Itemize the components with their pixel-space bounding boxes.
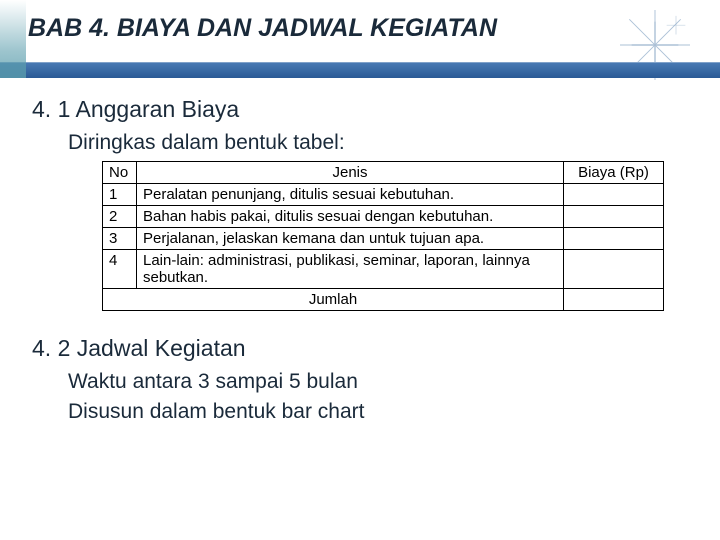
table-footer-row: Jumlah	[103, 289, 664, 311]
table-row: 3 Perjalanan, jelaskan kemana dan untuk …	[103, 228, 664, 250]
cell-jenis: Lain-lain: administrasi, publikasi, semi…	[137, 250, 564, 289]
table-row: 2 Bahan habis pakai, ditulis sesuai deng…	[103, 206, 664, 228]
header-left-accent	[0, 0, 26, 78]
cell-no: 3	[103, 228, 137, 250]
cell-no: 1	[103, 184, 137, 206]
footer-label: Jumlah	[103, 289, 564, 311]
cell-jenis: Bahan habis pakai, ditulis sesuai dengan…	[137, 206, 564, 228]
footer-value	[564, 289, 664, 311]
cell-biaya	[564, 184, 664, 206]
content-area: 4. 1 Anggaran Biaya Diringkas dalam bent…	[0, 78, 720, 424]
cell-biaya	[564, 228, 664, 250]
page-title: BAB 4. BIAYA DAN JADWAL KEGIATAN	[0, 0, 720, 43]
section-2-line2: Disusun dalam bentuk bar chart	[68, 400, 692, 424]
table-row: 1 Peralatan penunjang, ditulis sesuai ke…	[103, 184, 664, 206]
header: BAB 4. BIAYA DAN JADWAL KEGIATAN	[0, 0, 720, 78]
budget-table-wrap: No Jenis Biaya (Rp) 1 Peralatan penunjan…	[102, 161, 664, 311]
section-2-heading: 4. 2 Jadwal Kegiatan	[32, 335, 692, 362]
cell-jenis: Peralatan penunjang, ditulis sesuai kebu…	[137, 184, 564, 206]
table-header-row: No Jenis Biaya (Rp)	[103, 162, 664, 184]
budget-table: No Jenis Biaya (Rp) 1 Peralatan penunjan…	[102, 161, 664, 311]
cell-no: 4	[103, 250, 137, 289]
cell-jenis: Perjalanan, jelaskan kemana dan untuk tu…	[137, 228, 564, 250]
cell-biaya	[564, 250, 664, 289]
section-2-line1: Waktu antara 3 sampai 5 bulan	[68, 370, 692, 394]
col-jenis-header: Jenis	[137, 162, 564, 184]
cell-biaya	[564, 206, 664, 228]
col-no-header: No	[103, 162, 137, 184]
table-row: 4 Lain-lain: administrasi, publikasi, se…	[103, 250, 664, 289]
section-1-subtitle: Diringkas dalam bentuk tabel:	[68, 131, 692, 155]
section-1-heading: 4. 1 Anggaran Biaya	[32, 96, 692, 123]
cell-no: 2	[103, 206, 137, 228]
col-biaya-header: Biaya (Rp)	[564, 162, 664, 184]
header-blue-bar	[0, 62, 720, 78]
